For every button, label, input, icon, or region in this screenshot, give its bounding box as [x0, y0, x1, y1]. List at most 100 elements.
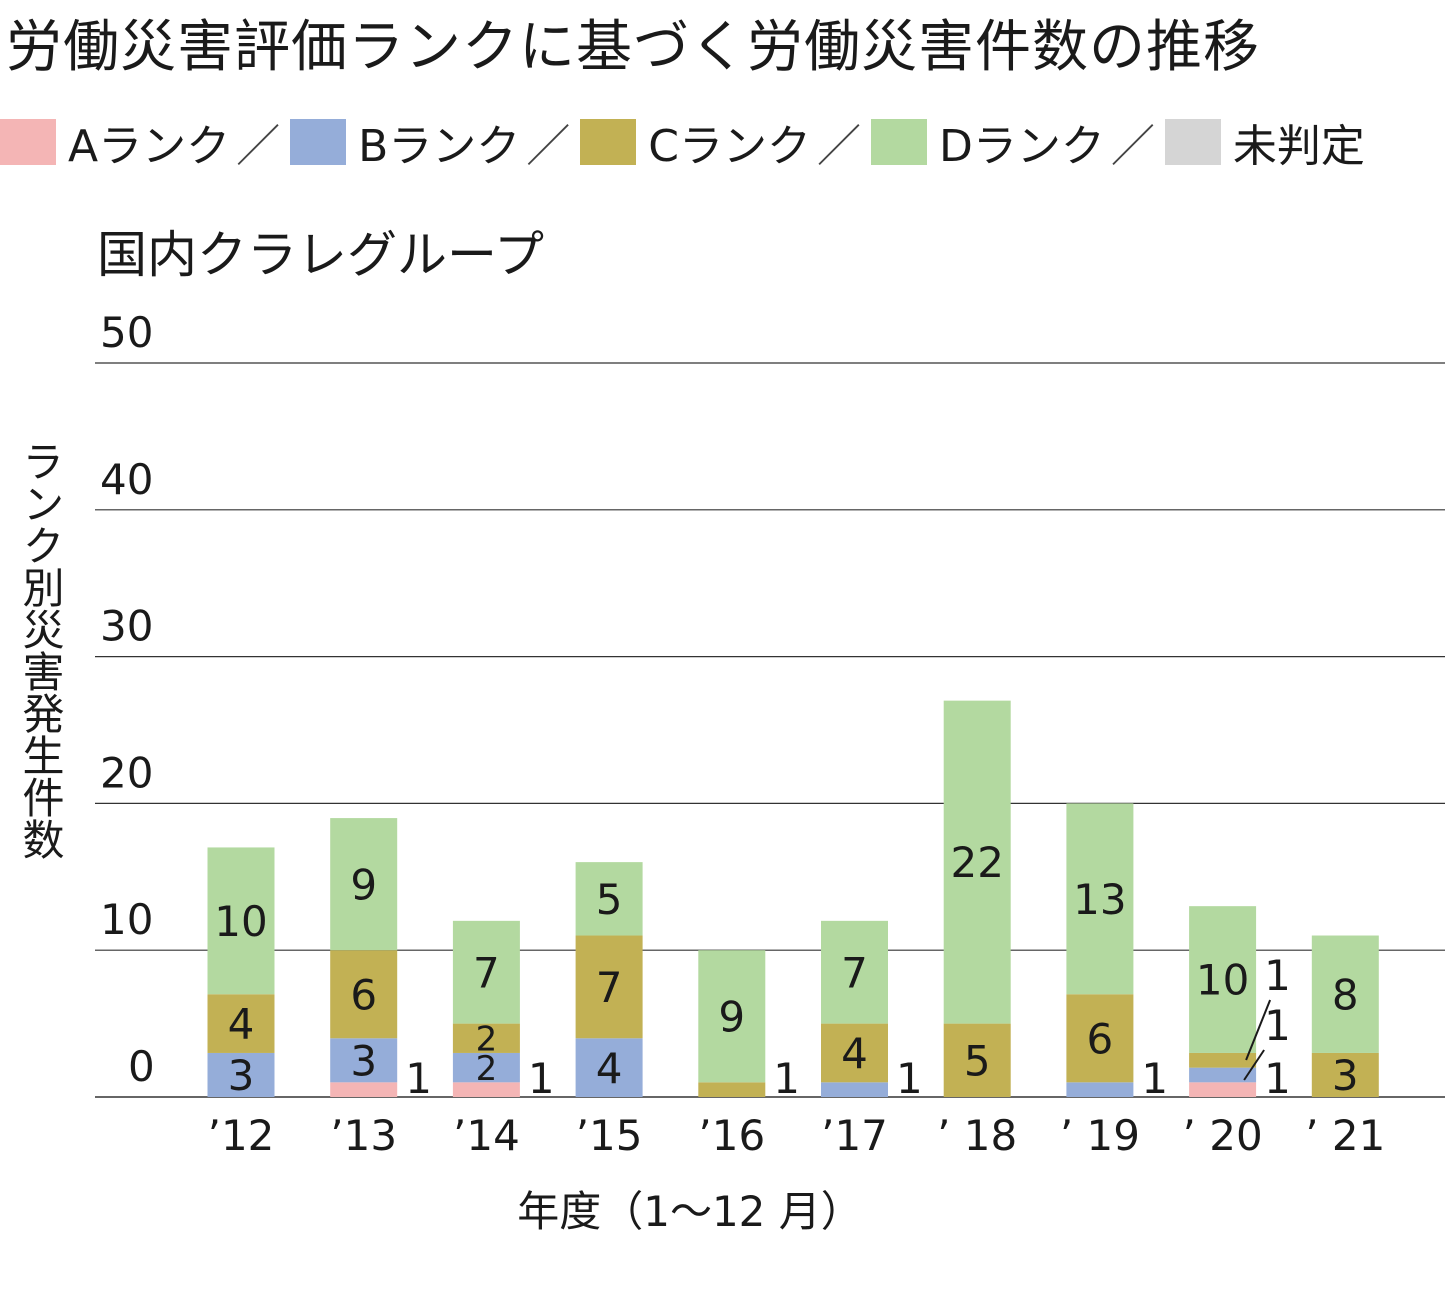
bar-segment: [452, 920, 520, 1024]
bar-segment: [330, 818, 398, 951]
data-label: 13: [1073, 875, 1126, 924]
legend-swatch-b: [290, 119, 347, 165]
data-label: 7: [841, 948, 868, 997]
bar-segment: [207, 994, 275, 1053]
y-tick-label: 20: [100, 748, 153, 797]
legend-swatch-a: [0, 119, 56, 165]
bar-segment: [207, 847, 275, 995]
data-label: 4: [228, 1000, 255, 1049]
data-label: 4: [841, 1029, 868, 1078]
side-data-label: 1: [896, 1054, 923, 1103]
data-label: 8: [1332, 970, 1359, 1019]
chart-subtitle: 国内クラレグループ: [97, 226, 544, 284]
side-data-label: 1: [528, 1054, 555, 1103]
bar-segment: [575, 1038, 643, 1097]
legend-label-undetermined: 未判定: [1232, 121, 1365, 172]
x-tick-label: ’13: [330, 1111, 397, 1160]
x-tick-label: ’17: [821, 1111, 888, 1160]
data-label: 7: [596, 963, 623, 1012]
bar-segment: [207, 1052, 275, 1097]
bar-segment: [452, 1023, 520, 1053]
x-tick-label: ’15: [576, 1111, 643, 1160]
data-label: 7: [473, 948, 500, 997]
legend-item-a: Aランク ／: [0, 110, 290, 174]
legend-label-d: Dランク: [939, 121, 1105, 172]
bar-segment: [330, 1038, 398, 1083]
y-tick-label: 30: [100, 602, 153, 651]
chart-title: 労働災害評価ランクに基づく労働災害件数の推移: [6, 15, 1260, 80]
data-label: 9: [350, 860, 377, 909]
data-label: 2: [476, 1049, 498, 1089]
data-label: 22: [950, 838, 1003, 887]
x-tick-label: ’ 20: [1183, 1111, 1263, 1160]
leader-line: [1243, 1049, 1265, 1081]
legend-item-b: Bランク ／: [290, 110, 580, 174]
bar-segment: [1189, 1082, 1257, 1097]
x-tick-label: ’14: [453, 1111, 520, 1160]
data-label: 3: [350, 1036, 377, 1085]
x-tick-label: ’ 19: [1060, 1111, 1140, 1160]
legend-separator: ／: [236, 121, 281, 172]
legend-swatch-undetermined: [1164, 119, 1221, 165]
bar-segment: [1189, 1067, 1257, 1083]
data-label: 6: [1087, 1014, 1114, 1063]
legend-label-b: Bランク: [358, 121, 521, 172]
data-label: 10: [1196, 956, 1249, 1005]
bar-segment: [943, 700, 1011, 1024]
x-axis-label: 年度（1〜12 月）: [517, 1187, 863, 1236]
data-label: 3: [1332, 1051, 1359, 1100]
data-label: 6: [350, 970, 377, 1019]
bar-segment: [330, 1082, 398, 1097]
bar-segment: [698, 950, 766, 1083]
bar-segment: [1311, 1052, 1379, 1097]
side-data-label: 1: [1264, 1054, 1291, 1103]
legend-swatch-c: [580, 119, 637, 165]
legend: Aランク ／ Bランク ／ Cランク ／ Dランク ／ 未判定: [0, 112, 1371, 172]
legend-separator: ／: [526, 121, 571, 172]
side-data-label: 1: [1264, 951, 1291, 1000]
bar-segment: [943, 1023, 1011, 1097]
x-tick-label: ’16: [698, 1111, 765, 1160]
legend-separator: ／: [1110, 121, 1155, 172]
y-tick-label: 40: [100, 455, 153, 504]
bar-segment: [1189, 906, 1257, 1053]
data-label: 10: [214, 897, 267, 946]
legend-label-c: Cランク: [648, 121, 812, 172]
legend-label-a: Aランク: [68, 121, 231, 172]
bar-segment: [1066, 994, 1134, 1083]
bar-segment: [452, 1082, 520, 1097]
data-label: 4: [596, 1044, 623, 1093]
data-label: 2: [476, 1020, 498, 1060]
y-tick-label: 10: [100, 895, 153, 944]
bar-segment: [452, 1052, 520, 1083]
side-data-label: 1: [1141, 1054, 1168, 1103]
side-data-label: 1: [773, 1054, 800, 1103]
bar-segment: [821, 1023, 888, 1083]
bar-segment: [821, 920, 888, 1024]
legend-item-d: Dランク ／: [871, 110, 1165, 174]
legend-swatch-d: [871, 119, 928, 165]
side-data-label: 1: [405, 1054, 432, 1103]
bar-segment: [1066, 1082, 1134, 1097]
y-tick-label: 0: [128, 1042, 155, 1091]
bar-segment: [330, 950, 398, 1039]
bar-segment: [1189, 1052, 1257, 1068]
data-label: 5: [964, 1036, 991, 1085]
bar-segment: [698, 1082, 766, 1097]
x-tick-label: ’12: [208, 1111, 275, 1160]
bar-segment: [575, 935, 643, 1039]
leader-line: [1245, 999, 1272, 1061]
data-label: 3: [228, 1051, 255, 1100]
bar-segment: [575, 862, 643, 936]
y-tick-label: 50: [100, 308, 153, 357]
bar-segment: [821, 1082, 888, 1097]
bar-segment: [1311, 935, 1379, 1053]
legend-separator: ／: [817, 121, 862, 172]
data-label: 9: [718, 992, 745, 1041]
legend-item-undetermined: 未判定: [1164, 110, 1371, 174]
x-tick-label: ’ 18: [937, 1111, 1017, 1160]
side-data-label: 1: [1264, 1001, 1291, 1050]
legend-item-c: Cランク ／: [580, 110, 871, 174]
data-label: 5: [596, 875, 623, 924]
